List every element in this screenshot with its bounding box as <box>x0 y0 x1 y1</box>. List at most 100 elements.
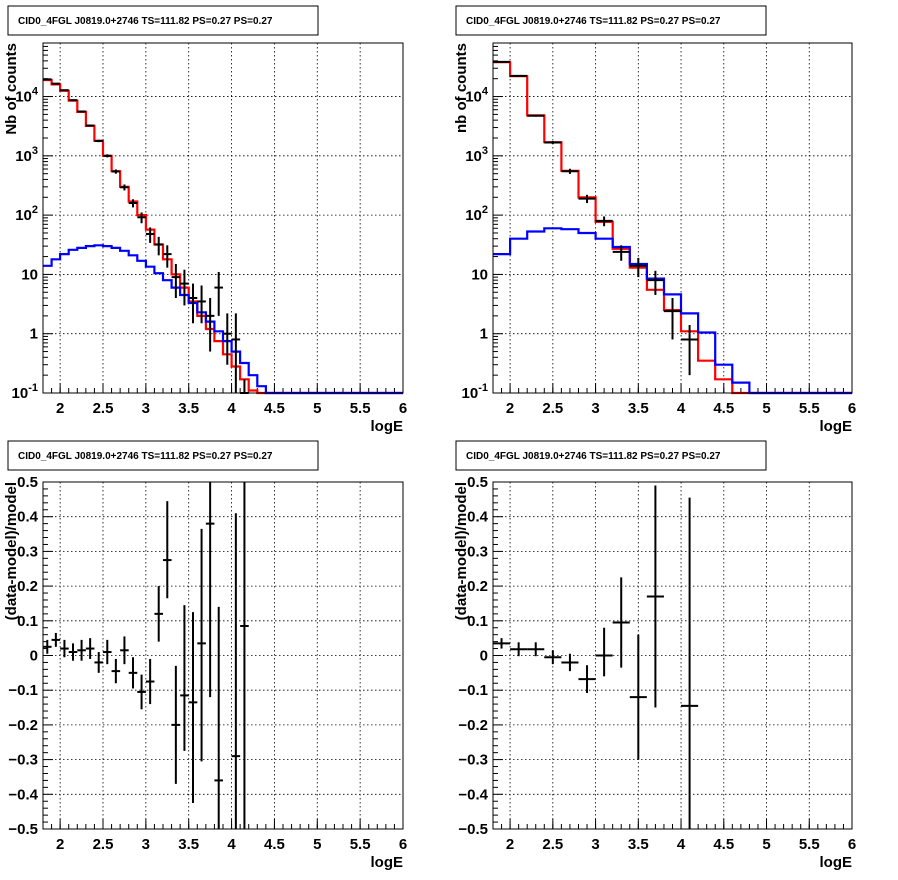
x-tick-label: 5.5 <box>799 400 820 417</box>
y-tick-label: −0.2 <box>8 717 38 734</box>
y-tick-label: −0.2 <box>458 717 488 734</box>
y-tick-label: 10-1 <box>12 382 38 402</box>
title-box <box>7 5 319 36</box>
data-point <box>561 653 579 672</box>
x-tick-label: 6 <box>399 400 407 417</box>
x-tick-label: 3.5 <box>628 836 649 853</box>
data-point <box>197 285 206 324</box>
data-point <box>145 658 155 705</box>
x-tick-label: 5 <box>762 400 770 417</box>
x-tick-label: 3 <box>591 836 599 853</box>
y-axis-label: (data-model)/model <box>453 482 470 620</box>
data-point <box>188 612 198 803</box>
data-point <box>180 269 189 306</box>
y-tick-label: 10 <box>21 266 38 283</box>
x-tick-label: 4.5 <box>264 836 285 853</box>
y-tick-label: 0 <box>30 648 38 665</box>
data-point <box>612 245 630 261</box>
y-axis-label: Nb of counts <box>3 43 20 135</box>
data-point <box>163 245 172 268</box>
x-tick-label: 6 <box>848 836 856 853</box>
chart-title: CID0_4FGL J0819.0+2746 TS=111.82 PS=0.27… <box>18 451 273 462</box>
x-tick-label: 3.5 <box>628 400 649 417</box>
x-tick-label: 2 <box>506 400 514 417</box>
data-point <box>663 298 682 340</box>
title-box <box>7 440 319 471</box>
title-box <box>455 440 767 471</box>
x-axis-label: logE <box>371 418 404 435</box>
y-tick-label: 10-1 <box>462 382 488 402</box>
data-point <box>180 605 189 751</box>
x-tick-label: 5 <box>762 836 770 853</box>
x-axis-label: logE <box>820 854 853 871</box>
x-tick-label: 3.5 <box>178 836 199 853</box>
data-point <box>94 652 103 673</box>
y-tick-label: 102 <box>465 204 488 224</box>
y-tick-label: −0.4 <box>458 786 488 803</box>
y-tick-label: −0.4 <box>8 786 38 803</box>
x-axis-label: logE <box>371 854 404 871</box>
data-point <box>493 638 511 649</box>
x-tick-label: 3 <box>142 400 150 417</box>
x-tick-label: 4.5 <box>713 400 734 417</box>
data-point <box>51 82 61 85</box>
x-tick-label: 4.5 <box>713 836 734 853</box>
x-tick-label: 2 <box>506 836 514 853</box>
plot-frame <box>42 42 404 394</box>
data-point <box>128 657 138 689</box>
data-point <box>681 497 699 829</box>
y-tick-label: 1 <box>480 326 488 343</box>
data-point <box>544 650 562 665</box>
x-tick-label: 5 <box>313 836 321 853</box>
data-point <box>646 270 664 295</box>
x-tick-label: 4.5 <box>264 400 285 417</box>
data-point <box>214 606 223 829</box>
x-tick-label: 5.5 <box>350 400 371 417</box>
panel-1: CID0_4FGL J0819.0+2746 TS=111.82 PS=0.27… <box>3 5 407 435</box>
y-tick-label: 0.5 <box>467 474 488 491</box>
data-point <box>231 513 241 829</box>
data-point <box>544 140 562 145</box>
x-tick-label: 4 <box>677 400 686 417</box>
x-tick-label: 2.5 <box>542 400 563 417</box>
x-tick-label: 2.5 <box>542 836 563 853</box>
data-point <box>595 216 613 227</box>
data-point <box>145 227 155 243</box>
data-point <box>60 89 69 92</box>
y-tick-label: 0.1 <box>467 613 488 630</box>
data-point <box>188 283 198 324</box>
y-tick-label: −0.3 <box>458 752 488 769</box>
grid <box>43 482 403 829</box>
data-point <box>171 263 181 299</box>
y-tick-label: 1 <box>30 326 38 343</box>
y-tick-label: 10 <box>471 266 488 283</box>
y-axis-label: nb of counts <box>453 43 470 133</box>
plot-frame <box>492 42 853 394</box>
data-point <box>527 642 545 657</box>
x-tick-label: 6 <box>848 400 856 417</box>
x-tick-label: 2.5 <box>93 836 114 853</box>
x-tick-label: 2.5 <box>93 400 114 417</box>
data-point <box>527 114 545 117</box>
data-point <box>120 184 129 191</box>
data-point <box>43 78 52 81</box>
data-point <box>77 110 86 113</box>
panel-2: CID0_4FGL J0819.0+2746 TS=111.82 PS=0.27… <box>453 5 856 435</box>
y-tick-label: 103 <box>465 145 488 165</box>
x-tick-label: 5.5 <box>799 836 820 853</box>
y-tick-label: 104 <box>15 86 39 106</box>
data-point <box>214 271 223 316</box>
data-point <box>510 642 528 657</box>
data-point <box>137 212 146 224</box>
data-point <box>595 627 613 677</box>
data-point <box>43 639 52 654</box>
data-point <box>85 638 95 659</box>
x-tick-label: 2 <box>56 400 64 417</box>
x-tick-label: 3 <box>591 400 599 417</box>
data-point <box>94 139 103 143</box>
data-point <box>578 665 596 693</box>
data-point <box>561 168 579 174</box>
y-tick-label: 0.3 <box>17 543 38 560</box>
